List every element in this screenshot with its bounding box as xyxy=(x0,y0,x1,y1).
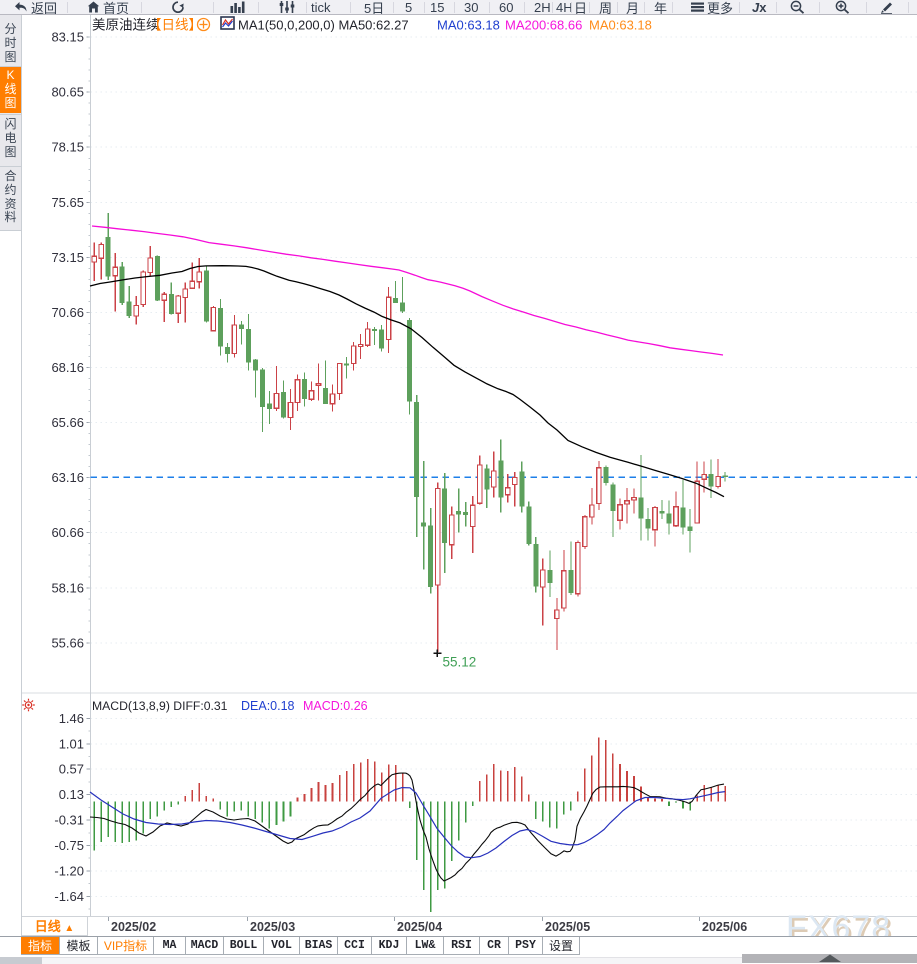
svg-text:60.66: 60.66 xyxy=(51,525,84,540)
svg-text:68.16: 68.16 xyxy=(51,360,84,375)
svg-text:55.66: 55.66 xyxy=(51,635,84,650)
svg-text:58.16: 58.16 xyxy=(51,580,84,595)
svg-text:-0.75: -0.75 xyxy=(54,838,84,853)
svg-text:70.66: 70.66 xyxy=(51,305,84,320)
svg-text:80.65: 80.65 xyxy=(51,85,84,100)
svg-text:0.57: 0.57 xyxy=(59,762,84,777)
svg-text:MA1(50,0,200,0) MA50:62.27: MA1(50,0,200,0) MA50:62.27 xyxy=(238,18,409,33)
svg-text:MA0:63.18: MA0:63.18 xyxy=(589,18,652,33)
svg-text:-0.31: -0.31 xyxy=(54,813,84,828)
svg-text:65.66: 65.66 xyxy=(51,415,84,430)
svg-text:MACD(13,8,9) DIFF:0.31: MACD(13,8,9) DIFF:0.31 xyxy=(92,699,228,713)
svg-text:75.65: 75.65 xyxy=(51,195,84,210)
svg-text:-1.20: -1.20 xyxy=(54,863,84,878)
svg-text:55.12: 55.12 xyxy=(443,655,477,670)
svg-text:MA200:68.66: MA200:68.66 xyxy=(505,18,582,33)
svg-text:美原油连续: 美原油连续 xyxy=(92,18,160,33)
svg-text:MACD:0.26: MACD:0.26 xyxy=(303,699,368,713)
svg-text:73.15: 73.15 xyxy=(51,250,84,265)
svg-text:-1.64: -1.64 xyxy=(54,889,84,904)
svg-text:1.01: 1.01 xyxy=(59,736,84,751)
svg-text:83.15: 83.15 xyxy=(51,30,84,45)
svg-text:63.16: 63.16 xyxy=(51,470,84,485)
svg-text:78.15: 78.15 xyxy=(51,140,84,155)
svg-text:DEA:0.18: DEA:0.18 xyxy=(241,699,295,713)
svg-text:【日线】: 【日线】 xyxy=(148,18,202,33)
svg-text:0.13: 0.13 xyxy=(59,787,84,802)
svg-text:1.46: 1.46 xyxy=(59,711,84,726)
svg-text:MA0:63.18: MA0:63.18 xyxy=(437,18,500,33)
